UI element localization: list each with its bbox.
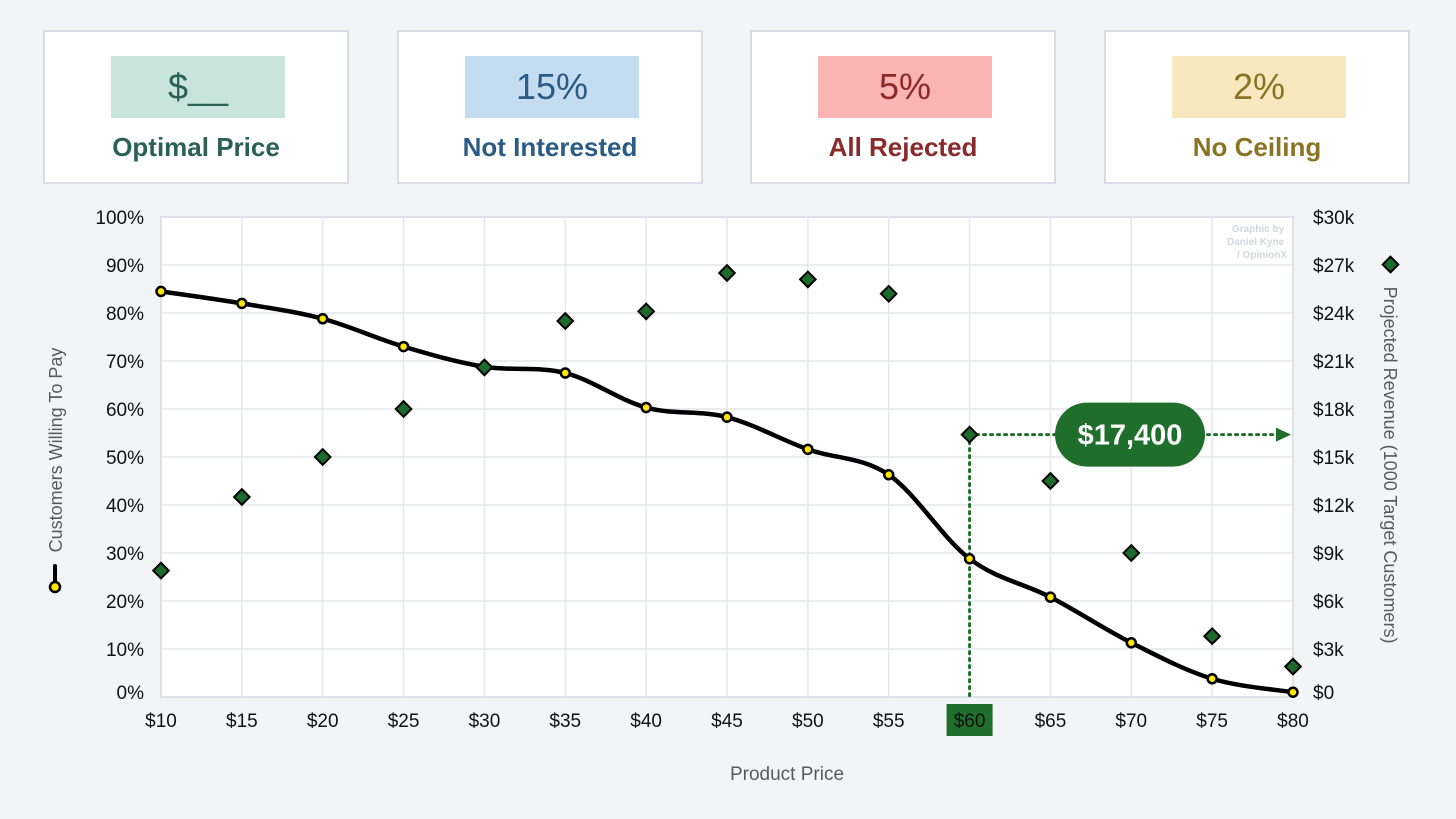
diamond-legend-icon: [1381, 255, 1400, 274]
x-tick-label: $30: [469, 711, 501, 732]
y-tick-label: 30%: [106, 544, 144, 565]
y-tick-label: 0%: [117, 683, 145, 704]
stat-value-box: 2%: [1172, 56, 1346, 118]
x-tick-label: $25: [388, 711, 420, 732]
x-tick-label: $75: [1196, 711, 1228, 732]
tick-labels: $10 $15 $20 $25 $30 $35 $40 $45 $50 $55 $60 $65 $70 $…: [95, 208, 1355, 736]
highlight-arrow-head: [1276, 427, 1291, 442]
willingness-point: [640, 401, 652, 414]
willingness-point: [236, 297, 248, 310]
y2-tick-label: $15k: [1313, 448, 1355, 469]
stat-label: Not Interested: [462, 132, 638, 162]
willingness-point: [155, 285, 167, 298]
stat-label: All Rejected: [828, 132, 978, 162]
y-tick-label: 20%: [106, 592, 144, 613]
x-tick-label: $40: [630, 711, 662, 732]
willingness-point: [802, 443, 814, 456]
y2-tick-label: $18k: [1313, 400, 1355, 421]
x-tick-label: $55: [873, 711, 905, 732]
y2-tick-label: $9k: [1313, 544, 1344, 565]
stat-label: No Ceiling: [1192, 132, 1322, 162]
y2-tick-label: $12k: [1313, 496, 1355, 517]
willingness-series: [155, 285, 1299, 698]
willingness-point: [1044, 591, 1057, 603]
x-tick-label: $65: [1035, 711, 1067, 732]
stat-value-box: 15%: [465, 56, 639, 118]
revenue-point: [556, 311, 575, 331]
x-tick-label: $60: [954, 711, 986, 732]
revenue-point: [1122, 543, 1141, 563]
revenue-point: [313, 447, 332, 467]
y-tick-label: 80%: [106, 304, 144, 325]
x-axis-title: Product Price: [730, 764, 844, 785]
y-tick-label: 70%: [106, 352, 144, 373]
willingness-point: [316, 313, 329, 325]
y-tick-label: 60%: [106, 400, 144, 421]
highlight-value-label: $17,400: [1078, 420, 1183, 452]
y-tick-label: 90%: [106, 256, 144, 277]
y2-axis-title: Projected Revenue (1000 Target Customers…: [1380, 287, 1400, 644]
revenue-point: [717, 263, 737, 283]
y2-tick-label: $27k: [1313, 256, 1355, 277]
willingness-point: [721, 411, 733, 423]
revenue-point: [1041, 471, 1060, 491]
watermark: Graphic by Daniel Kyne / OpinionX: [1227, 224, 1287, 261]
x-tick-label: $70: [1115, 711, 1147, 732]
y-tick-label: 40%: [106, 496, 144, 517]
willingness-point: [1125, 637, 1138, 649]
stat-card-no-ceiling: 2% No Ceiling: [1104, 30, 1410, 184]
x-tick-label: $20: [307, 711, 339, 732]
x-tick-label: $10: [145, 711, 177, 732]
y2-tick-label: $3k: [1313, 640, 1344, 661]
watermark-line-3: / OpinionX: [1237, 250, 1287, 261]
revenue-point: [232, 487, 252, 507]
watermark-line-1: Graphic by: [1232, 224, 1285, 235]
y2-tick-label: $0: [1313, 683, 1334, 704]
willingness-point: [882, 469, 895, 481]
y-tick-label: 10%: [106, 640, 144, 661]
x-tick-label: $15: [226, 711, 258, 732]
x-tick-label: $50: [792, 711, 824, 732]
willingness-point: [397, 340, 410, 353]
x-tick-label: $80: [1277, 711, 1309, 732]
stat-label: Optimal Price: [112, 132, 280, 162]
y-tick-label: 50%: [106, 448, 144, 469]
revenue-point: [475, 358, 494, 377]
line-legend-icon: [48, 564, 62, 594]
y2-tick-label: $6k: [1313, 592, 1344, 613]
revenue-point: [636, 302, 656, 321]
x-tick-label: $35: [549, 711, 581, 732]
y2-tick-label: $24k: [1313, 304, 1355, 325]
revenue-point: [879, 284, 898, 303]
highlight-value-pill: [1055, 402, 1205, 467]
x-tick-highlight-box: [946, 704, 993, 736]
y-axis-title: Customers Willing To Pay: [46, 348, 66, 553]
y2-tick-label: $21k: [1313, 352, 1355, 373]
willingness-point: [1206, 673, 1218, 685]
willingness-point: [963, 553, 976, 565]
stat-card-optimal-price: $__ Optimal Price: [43, 30, 349, 184]
stat-card-all-rejected: 5% All Rejected: [750, 30, 1056, 184]
stat-value-box: $__: [111, 56, 285, 118]
y2-tick-label: $30k: [1313, 208, 1355, 229]
willingness-point: [1287, 686, 1299, 698]
revenue-point: [394, 399, 413, 419]
revenue-series: [151, 263, 1303, 676]
stat-value-box: 5%: [818, 56, 992, 118]
revenue-point: [151, 561, 171, 580]
revenue-point: [960, 425, 979, 444]
x-tick-label: $45: [711, 711, 743, 732]
willingness-point: [559, 367, 572, 379]
y-tick-label: 100%: [95, 208, 144, 229]
revenue-point: [798, 270, 818, 289]
stat-card-not-interested: 15% Not Interested: [397, 30, 703, 184]
watermark-line-2: Daniel Kyne: [1227, 237, 1285, 248]
revenue-point: [1283, 657, 1303, 676]
highlight-group: $17,400: [968, 402, 1291, 699]
revenue-point: [1202, 627, 1222, 646]
